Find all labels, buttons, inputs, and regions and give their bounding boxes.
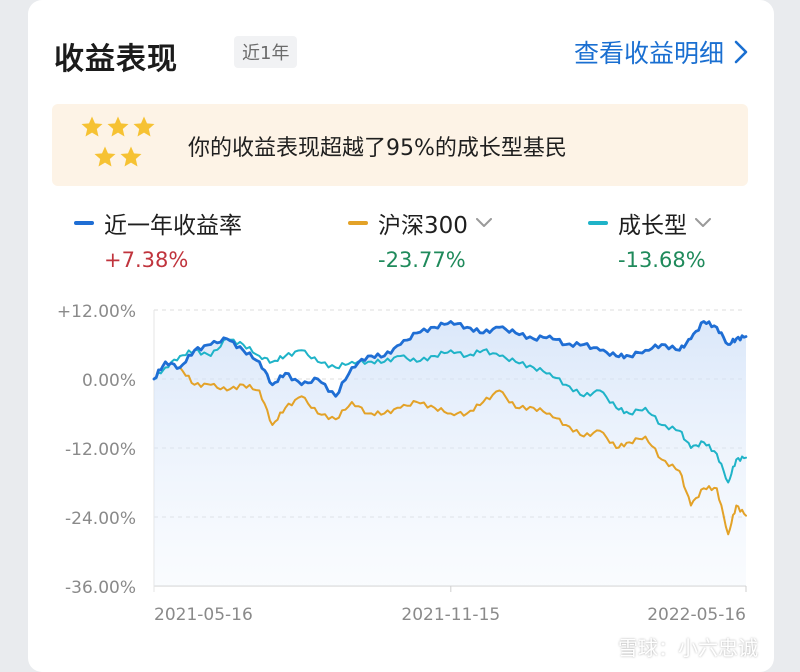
card-header: 收益表现 近1年 查看收益明细 [54,30,748,77]
ranking-text: 你的收益表现超越了95%的成长型基民 [188,136,567,161]
y-tick-label: -36.00% [65,578,136,598]
view-detail-label: 查看收益明细 [573,39,724,68]
performance-card: 收益表现 近1年 查看收益明细 你的收益表现超越了95%的成长型基民 近一年收益… [28,0,774,672]
chevron-down-icon [695,218,711,227]
legend-swatch [588,221,608,225]
x-tick-label: 2021-05-16 [154,605,253,625]
period-badge: 近1年 [234,36,298,68]
series-line-2 [153,337,747,484]
watermark-text: 雪球：小六忠诚 [618,636,758,660]
legend-value: -23.77% [378,248,466,272]
x-tick-label: 2021-11-15 [401,605,500,625]
y-tick-label: 0.00% [82,371,136,391]
legend-series-csi300[interactable]: 沪深300 -23.77% [348,206,492,272]
snowball-logo-icon [589,635,611,658]
chevron-right-icon [734,40,748,64]
legend-value: -13.68% [618,248,706,272]
series-line-0 [152,320,748,398]
legend-label: 沪深300 [378,213,468,239]
star-icon [133,116,155,137]
star-icon [107,116,129,137]
legend-swatch [74,221,94,225]
star-icon [94,146,116,167]
legend-series-return[interactable]: 近一年收益率 +7.38% [74,206,242,272]
ranking-banner: 你的收益表现超越了95%的成长型基民 [52,104,748,186]
card-title: 收益表现 [54,42,178,77]
legend-label: 成长型 [618,213,687,239]
watermark: 雪球：小六忠诚 [588,632,758,661]
performance-line-chart: +12.00% 0.00% -12.00% -24.00% -36.00% 2021-05… [57,302,748,625]
legend-swatch [348,221,368,225]
x-tick-label: 2022-05-16 [647,605,746,625]
legend-value: +7.38% [104,248,189,272]
series-line-1 [153,360,747,536]
area-return [154,321,746,586]
y-tick-label: +12.00% [57,302,136,322]
chevron-down-icon [475,218,492,227]
view-detail-link[interactable]: 查看收益明细 [574,34,748,70]
legend-label: 近一年收益率 [104,213,242,239]
star-icon [81,116,103,137]
y-tick-label: -24.00% [65,509,136,529]
legend-series-growth[interactable]: 成长型 -13.68% [588,206,711,272]
star-icon [120,146,142,167]
y-tick-label: -12.00% [65,440,136,460]
